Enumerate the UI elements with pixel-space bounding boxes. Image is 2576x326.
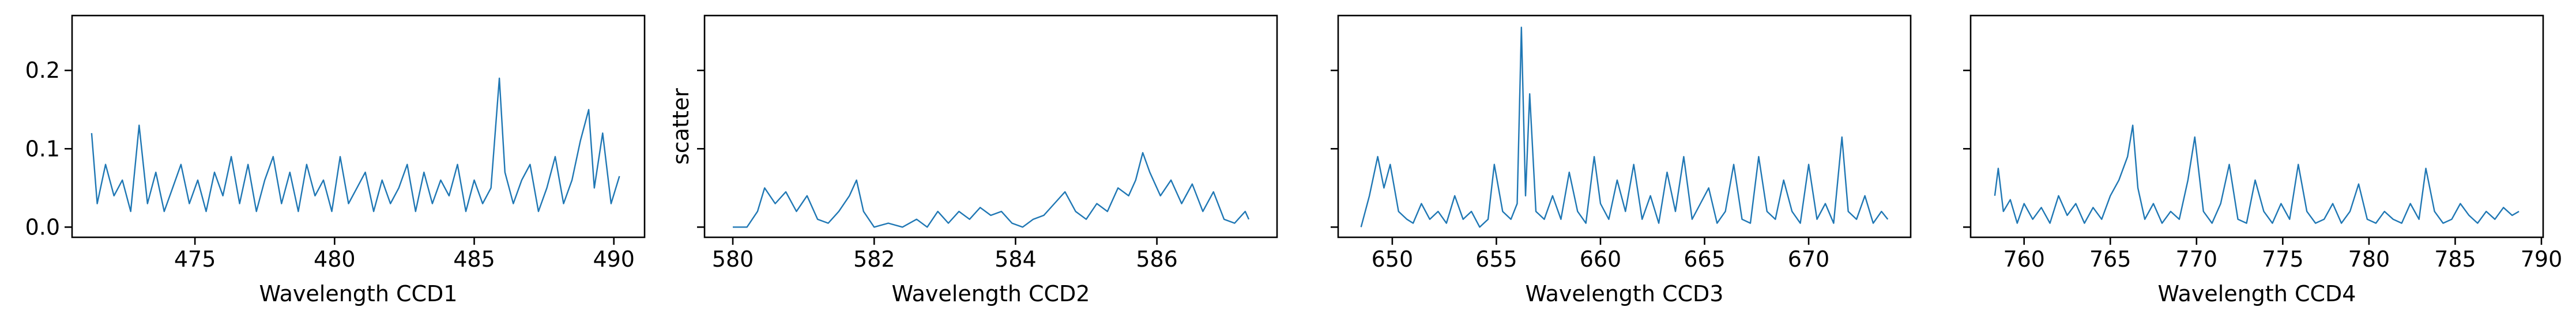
series-line-4-1 xyxy=(1994,124,2519,224)
x-tick-label: 790 xyxy=(2521,247,2563,272)
x-tick-label: 765 xyxy=(2089,247,2131,272)
x-tick-label: 480 xyxy=(314,247,356,272)
series-line-2-1 xyxy=(733,151,1250,228)
axes-frame xyxy=(1337,14,1912,238)
x-tick-label: 580 xyxy=(712,247,754,272)
x-tick-label: 785 xyxy=(2434,247,2476,272)
axes-frame xyxy=(1969,14,2544,238)
series-line-3-1 xyxy=(1360,26,1889,228)
x-tick-label: 760 xyxy=(2003,247,2045,272)
x-tick-label: 485 xyxy=(453,247,495,272)
x-tick-label: 775 xyxy=(2262,247,2304,272)
x-tick-label: 475 xyxy=(174,247,216,272)
x-tick-label: 655 xyxy=(1475,247,1517,272)
x-tick-label: 660 xyxy=(1580,247,1622,272)
x-axis-label: Wavelength CCD2 xyxy=(891,281,1090,306)
chart-panel-1: 475 480 485 490 0.0 0.1 0.2 Wavelength CCD1 xyxy=(25,14,646,306)
chart-panel-2: 580 582 584 586 Wavelength CCD2 scatter xyxy=(668,14,1278,306)
x-tick-label: 650 xyxy=(1372,247,1414,272)
x-tick-label: 584 xyxy=(995,247,1037,272)
x-tick-label: 670 xyxy=(1788,247,1830,272)
chart-panel-3: 650 655 660 665 670 Wavelength CCD3 xyxy=(1331,14,1912,306)
x-axis-label: Wavelength CCD4 xyxy=(2157,281,2356,306)
x-tick-label: 770 xyxy=(2176,247,2218,272)
chart-panel-4: 760 765 770 775 780 785 790 Wavelength CCD4 xyxy=(1963,14,2563,306)
y-tick-label: 0.1 xyxy=(25,136,60,161)
x-axis-label: Wavelength CCD3 xyxy=(1525,281,1723,306)
series-line-1-1 xyxy=(91,77,620,213)
x-tick-label: 586 xyxy=(1136,247,1178,272)
y-tick-label: 0.0 xyxy=(25,214,60,240)
axes-frame xyxy=(71,14,646,238)
axes-frame xyxy=(703,14,1278,238)
x-tick-label: 665 xyxy=(1684,247,1726,272)
x-tick-label: 582 xyxy=(853,247,895,272)
x-tick-label: 490 xyxy=(593,247,635,272)
x-axis-label: Wavelength CCD1 xyxy=(259,281,457,306)
y-tick-label: 0.2 xyxy=(25,58,60,83)
y-axis-label: scatter xyxy=(668,88,694,165)
x-tick-label: 780 xyxy=(2348,247,2390,272)
